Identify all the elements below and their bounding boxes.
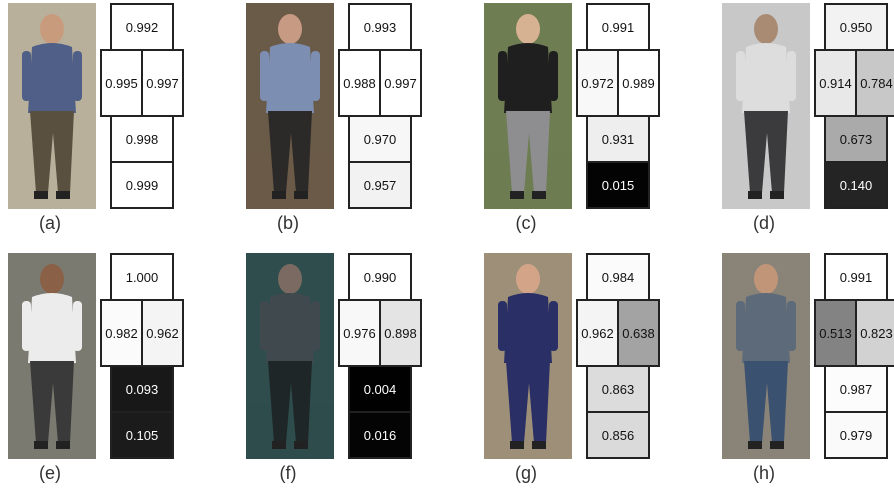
score-cell-head: 0.984 xyxy=(586,253,650,301)
score-cell-lower2: 0.105 xyxy=(110,411,174,459)
figure-panel: 0.950 0.914 0.784 0.673 0.140 (d) xyxy=(714,3,894,243)
score-cell-head: 1.000 xyxy=(110,253,174,301)
score-cell-right: 0.989 xyxy=(617,49,660,117)
score-cell-left: 0.962 xyxy=(576,299,619,367)
pedestrian-photo xyxy=(484,3,572,209)
pedestrian-photo xyxy=(722,3,810,209)
pedestrian-photo xyxy=(246,3,334,209)
score-cell-left: 0.976 xyxy=(338,299,381,367)
figure-panel: 0.991 0.972 0.989 0.931 0.015 (c) xyxy=(476,3,676,243)
score-cell-lower1: 0.673 xyxy=(824,115,888,163)
score-cell-lower1: 0.987 xyxy=(824,365,888,413)
score-cell-right: 0.997 xyxy=(141,49,184,117)
score-cell-lower2: 0.979 xyxy=(824,411,888,459)
score-cell-left: 0.982 xyxy=(100,299,143,367)
score-cell-right: 0.784 xyxy=(855,49,894,117)
panel-caption: (e) xyxy=(39,463,61,483)
score-cell-left: 0.988 xyxy=(338,49,381,117)
figure-panel: 0.993 0.988 0.997 0.970 0.957 (b) xyxy=(238,3,438,243)
score-cell-lower1: 0.093 xyxy=(110,365,174,413)
score-cell-lower2: 0.957 xyxy=(348,161,412,209)
score-cell-right: 0.962 xyxy=(141,299,184,367)
score-cell-lower1: 0.863 xyxy=(586,365,650,413)
panel-caption: (g) xyxy=(515,463,537,483)
panel-caption: (f) xyxy=(279,463,297,483)
score-cell-left: 0.995 xyxy=(100,49,143,117)
score-cell-head: 0.993 xyxy=(348,3,412,51)
figure-panel: 1.000 0.982 0.962 0.093 0.105 (e) xyxy=(0,253,200,493)
score-cell-lower2: 0.999 xyxy=(110,161,174,209)
score-cell-right: 0.638 xyxy=(617,299,660,367)
score-cell-head: 0.990 xyxy=(348,253,412,301)
score-cell-head: 0.950 xyxy=(824,3,888,51)
score-cell-lower1: 0.970 xyxy=(348,115,412,163)
figure-panel: 0.992 0.995 0.997 0.998 0.999 (a) xyxy=(0,3,200,243)
figure-panel: 0.990 0.976 0.898 0.004 0.016 (f) xyxy=(238,253,438,493)
pedestrian-photo xyxy=(8,3,96,209)
panel-caption: (b) xyxy=(277,213,299,233)
figure-panel: 0.984 0.962 0.638 0.863 0.856 (g) xyxy=(476,253,676,493)
score-cell-left: 0.914 xyxy=(814,49,857,117)
score-cell-head: 0.991 xyxy=(586,3,650,51)
pedestrian-photo xyxy=(722,253,810,459)
score-cell-head: 0.992 xyxy=(110,3,174,51)
score-cell-head: 0.991 xyxy=(824,253,888,301)
score-cell-right: 0.823 xyxy=(855,299,894,367)
score-cell-lower1: 0.004 xyxy=(348,365,412,413)
score-cell-lower2: 0.856 xyxy=(586,411,650,459)
score-cell-lower1: 0.998 xyxy=(110,115,174,163)
panel-caption: (h) xyxy=(753,463,775,483)
score-cell-lower1: 0.931 xyxy=(586,115,650,163)
panel-caption: (a) xyxy=(39,213,61,233)
panel-caption: (d) xyxy=(753,213,775,233)
pedestrian-photo xyxy=(246,253,334,459)
figure-panel: 0.991 0.513 0.823 0.987 0.979 (h) xyxy=(714,253,894,493)
score-cell-right: 0.997 xyxy=(379,49,422,117)
panel-caption: (c) xyxy=(515,213,537,233)
score-cell-lower2: 0.015 xyxy=(586,161,650,209)
pedestrian-photo xyxy=(8,253,96,459)
score-cell-right: 0.898 xyxy=(379,299,422,367)
score-cell-left: 0.513 xyxy=(814,299,857,367)
score-cell-left: 0.972 xyxy=(576,49,619,117)
score-cell-lower2: 0.140 xyxy=(824,161,888,209)
pedestrian-photo xyxy=(484,253,572,459)
score-cell-lower2: 0.016 xyxy=(348,411,412,459)
